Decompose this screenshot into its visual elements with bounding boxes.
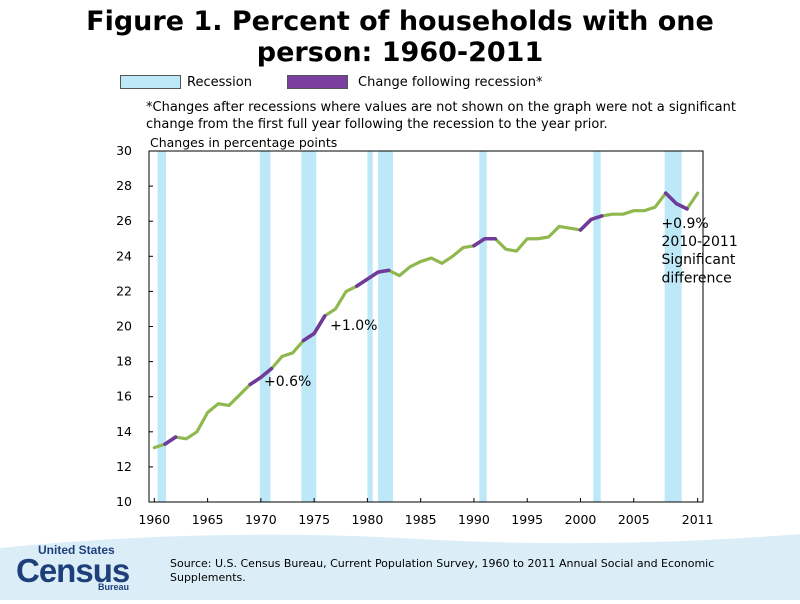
axes: 10 12 14 16 18 20 22 24 26 28 30 1960 1965 1970 1975 19… bbox=[116, 143, 713, 527]
title-line-2: person: 1960-2011 bbox=[256, 37, 544, 68]
legend-recession-label: Recession bbox=[187, 75, 252, 90]
legend-change-swatch bbox=[287, 75, 348, 89]
change-segment-2 bbox=[301, 314, 327, 343]
recession-band-6 bbox=[593, 151, 601, 502]
y-tick-label-10: 30 bbox=[116, 143, 132, 158]
logo-united-states: United States bbox=[38, 543, 115, 557]
chart-title: Figure 1. Percent of households with one… bbox=[0, 6, 800, 68]
x-tick-label-5: 1985 bbox=[405, 512, 437, 527]
annotation-1: +1.0% bbox=[330, 318, 377, 334]
x-tick-label-8: 2000 bbox=[565, 512, 597, 527]
y-tick-label-5: 20 bbox=[116, 319, 132, 334]
recession-bands bbox=[157, 151, 682, 502]
plot-frame bbox=[148, 150, 704, 503]
series-line bbox=[152, 191, 700, 450]
logo-bureau: Bureau bbox=[98, 582, 130, 592]
annotation-0: +0.6% bbox=[264, 374, 311, 390]
series-line-households bbox=[152, 191, 700, 450]
title-line-1: Figure 1. Percent of households with one bbox=[86, 6, 714, 37]
census-logo: United States Census Bureau bbox=[16, 543, 136, 593]
recession-band-1 bbox=[259, 151, 271, 502]
y-tick-label-3: 16 bbox=[116, 389, 132, 404]
footer-wave bbox=[0, 534, 800, 600]
footnote: *Changes after recessions where values a… bbox=[146, 100, 736, 132]
y-tick-label-0: 10 bbox=[116, 494, 132, 509]
y-tick-label-8: 26 bbox=[116, 213, 132, 228]
change-segment-6 bbox=[663, 191, 689, 211]
change-segment-1 bbox=[248, 366, 274, 387]
y-tick-label-6: 22 bbox=[116, 283, 132, 298]
x-tick-label-7: 1995 bbox=[511, 512, 543, 527]
x-tick-label-0: 1960 bbox=[138, 512, 170, 527]
legend-change-label: Change following recession* bbox=[358, 75, 543, 90]
recession-band-4 bbox=[378, 151, 393, 502]
logo-census: Census bbox=[16, 552, 130, 589]
recession-band-5 bbox=[479, 151, 487, 502]
footer-band bbox=[0, 528, 800, 600]
x-tick-label-10: 2011 bbox=[682, 512, 714, 527]
annotations: +0.6% +1.0% +0.9% 2010-2011 Significant diffe… bbox=[264, 216, 738, 390]
y-axis-label: Changes in percentage points bbox=[150, 135, 338, 150]
y-tick-label-1: 12 bbox=[116, 459, 132, 474]
x-tick-label-9: 2005 bbox=[618, 512, 650, 527]
annotation-5: difference bbox=[661, 271, 731, 287]
recession-band-3 bbox=[367, 151, 373, 502]
recession-band-7 bbox=[664, 151, 682, 502]
y-tick-label-4: 18 bbox=[116, 354, 132, 369]
x-tick-label-1: 1965 bbox=[192, 512, 224, 527]
x-tick-label-6: 1990 bbox=[458, 512, 490, 527]
y-tick-label-2: 14 bbox=[116, 424, 132, 439]
annotation-2: +0.9% bbox=[661, 216, 708, 232]
change-segment-0 bbox=[163, 435, 178, 446]
x-tick-label-4: 1980 bbox=[351, 512, 383, 527]
change-segments bbox=[163, 191, 689, 446]
legend-recession-swatch bbox=[120, 75, 181, 89]
change-segment-4 bbox=[472, 236, 498, 248]
recession-band-2 bbox=[301, 151, 317, 502]
recession-band-0 bbox=[157, 151, 167, 502]
y-tick-label-7: 24 bbox=[116, 248, 132, 263]
change-segment-5 bbox=[578, 214, 604, 232]
annotation-3: 2010-2011 bbox=[661, 234, 737, 250]
change-segment-3 bbox=[354, 268, 391, 288]
x-tick-label-2: 1970 bbox=[245, 512, 277, 527]
x-tick-label-3: 1975 bbox=[298, 512, 330, 527]
source-note: Source: U.S. Census Bureau, Current Popu… bbox=[170, 557, 715, 584]
y-tick-label-9: 28 bbox=[116, 178, 132, 193]
annotation-4: Significant bbox=[661, 252, 735, 268]
